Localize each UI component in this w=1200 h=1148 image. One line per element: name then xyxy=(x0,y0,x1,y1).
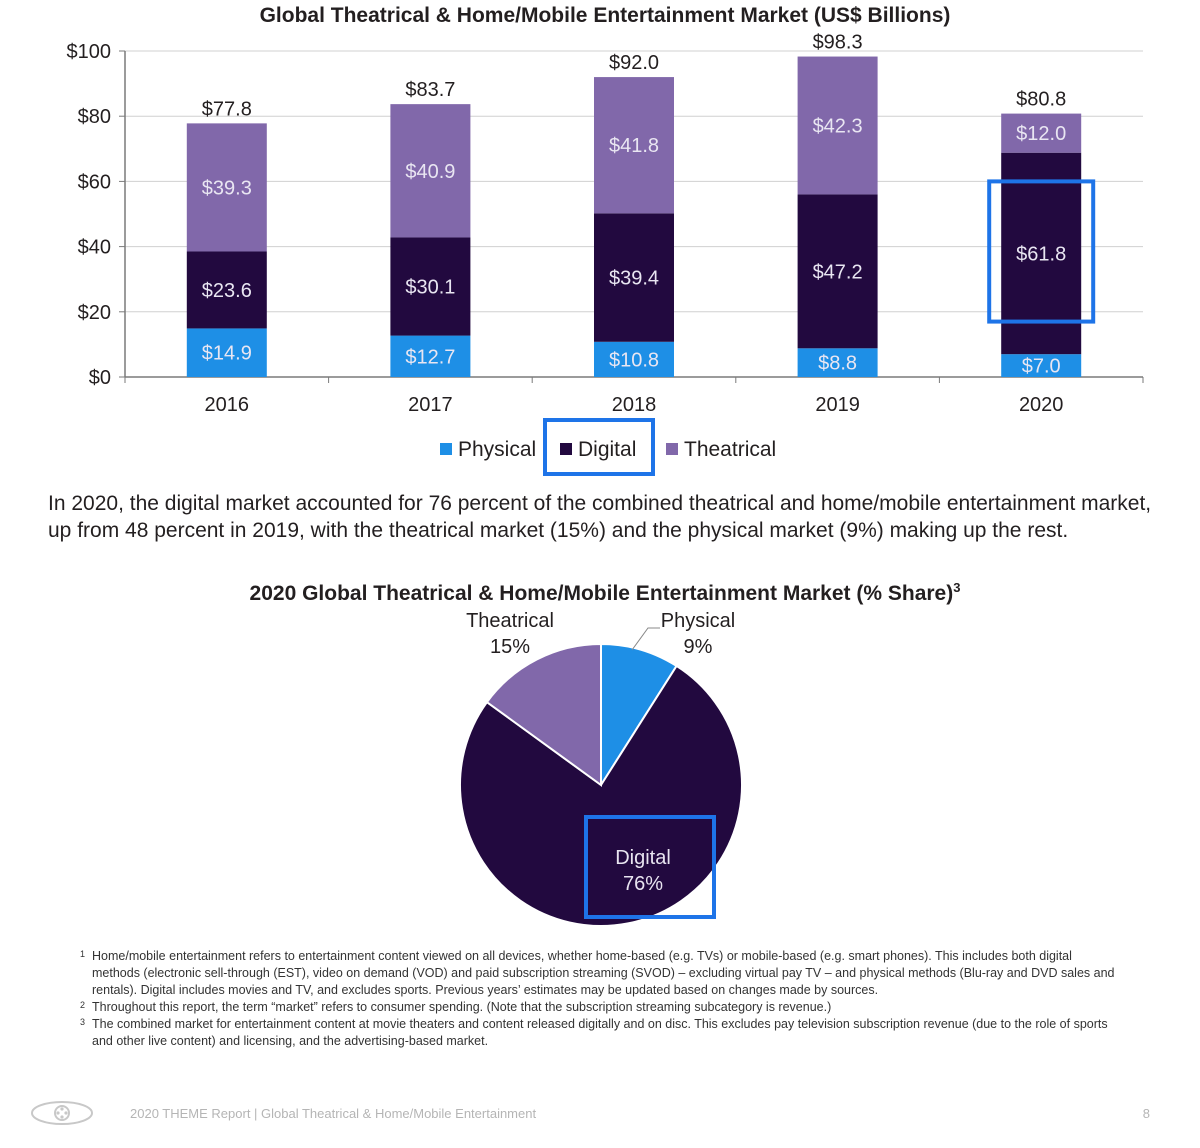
data-label-theatrical-2016: $39.3 xyxy=(202,177,252,199)
footnote-mark: 2 xyxy=(80,1000,86,1010)
x-tick-label: 2020 xyxy=(1019,394,1064,416)
page-number: 8 xyxy=(1142,1106,1150,1121)
bar-segment-physical-2019 xyxy=(797,348,878,377)
footnote-3: 3 The combined market for entertainment c… xyxy=(80,1016,1120,1050)
x-tick-label: 2018 xyxy=(612,394,657,416)
data-label-theatrical-2017: $40.9 xyxy=(405,161,455,183)
bar-segment-theatrical-2020 xyxy=(1001,113,1082,153)
footer-report-title: 2020 THEME Report | Global Theatrical & … xyxy=(130,1106,537,1121)
data-label-physical-2019: $8.8 xyxy=(818,353,857,375)
data-label-digital-2016: $23.6 xyxy=(202,280,252,302)
footnote-2: 2 Throughout this report, the term “marke… xyxy=(80,999,1120,1016)
data-label-theatrical-2019: $42.3 xyxy=(813,115,863,137)
data-label-digital-2019: $47.2 xyxy=(813,261,863,283)
data-label-theatrical-2018: $41.8 xyxy=(609,135,659,157)
footnote-text: Throughout this report, the term “market… xyxy=(92,1000,832,1014)
total-label-2018: $92.0 xyxy=(609,52,659,74)
x-tick-label: 2017 xyxy=(408,394,453,416)
data-label-digital-2018: $39.4 xyxy=(609,268,659,290)
highlight-box-digital-slice xyxy=(584,815,716,919)
bar-segment-theatrical-2016 xyxy=(186,123,267,252)
bar-segment-digital-2016 xyxy=(186,251,267,329)
pie-label-digital-value: 76% xyxy=(622,873,664,895)
page-footer: 2020 THEME Report | Global Theatrical & … xyxy=(30,1100,1170,1130)
pie-label-physical-name: Physical xyxy=(660,610,736,632)
bar-segment-theatrical-2017 xyxy=(390,104,471,238)
data-label-physical-2016: $14.9 xyxy=(202,343,252,365)
data-label-theatrical-2020: $12.0 xyxy=(1016,123,1066,145)
bar-segment-physical-2018 xyxy=(594,341,674,377)
legend-label-digital: Digital xyxy=(578,438,636,461)
legend-highlight-box-digital xyxy=(543,418,655,476)
pie-label-theatrical-name: Theatrical xyxy=(466,610,554,632)
data-label-physical-2018: $10.8 xyxy=(609,349,659,371)
bar-segment-theatrical-2018 xyxy=(594,77,674,214)
data-label-digital-2017: $30.1 xyxy=(405,277,455,299)
data-label-physical-2017: $12.7 xyxy=(405,346,455,368)
bar-segment-digital-2017 xyxy=(390,237,471,336)
legend-swatch-digital xyxy=(560,443,572,455)
pie-title-footnote-mark: 3 xyxy=(953,580,961,595)
footnote-text: The combined market for entertainment co… xyxy=(92,1017,1108,1048)
total-label-2016: $77.8 xyxy=(202,98,252,120)
bar-segment-theatrical-2019 xyxy=(797,56,878,195)
legend-label-theatrical: Theatrical xyxy=(684,438,776,461)
footnote-1: 1 Home/mobile entertainment refers to ent… xyxy=(80,948,1120,999)
bar-segment-physical-2020 xyxy=(1001,354,1082,377)
bar-segment-digital-2018 xyxy=(594,213,674,342)
pie-chart-title-text: 2020 Global Theatrical & Home/Mobile Ent… xyxy=(249,582,954,605)
footnotes: 1 Home/mobile entertainment refers to ent… xyxy=(80,948,1120,1050)
legend-label-physical: Physical xyxy=(458,438,536,461)
total-label-2019: $98.3 xyxy=(813,32,863,54)
pie-chart-title: 2020 Global Theatrical & Home/Mobile Ent… xyxy=(0,580,1200,606)
data-label-physical-2020: $7.0 xyxy=(1022,356,1061,378)
physical-leader-line xyxy=(631,627,660,651)
pie-label-theatrical: Theatrical 15% xyxy=(440,608,580,660)
bar-segment-digital-2019 xyxy=(797,194,878,349)
total-label-2020: $80.8 xyxy=(1016,89,1066,111)
x-tick-label: 2016 xyxy=(205,394,250,416)
y-tick-label: $100 xyxy=(67,41,112,63)
footnote-mark: 3 xyxy=(80,1017,86,1027)
stacked-bar-chart: $0 $20 $40 $60 $80 $100 $14.9 $23.6 $39.3 $77.8 20… xyxy=(67,32,1144,476)
pie-label-physical-value: 9% xyxy=(683,636,713,658)
y-tick-label: $80 xyxy=(78,106,111,128)
bar-chart-title: Global Theatrical & Home/Mobile Entertai… xyxy=(259,4,951,27)
total-label-2017: $83.7 xyxy=(405,79,455,101)
summary-paragraph: In 2020, the digital market accounted fo… xyxy=(48,492,1152,542)
bar-segment-physical-2017 xyxy=(390,335,471,377)
pie-label-physical: Physical 9% xyxy=(628,608,768,660)
footnote-mark: 1 xyxy=(80,949,86,959)
film-reel-logo-icon xyxy=(31,1101,93,1125)
x-tick-label: 2019 xyxy=(815,394,860,416)
data-label-digital-2020: $61.8 xyxy=(1016,243,1066,265)
pie-label-digital-name: Digital xyxy=(615,847,671,869)
y-tick-label: $40 xyxy=(78,237,111,259)
footnote-text: Home/mobile entertainment refers to ente… xyxy=(92,949,1115,997)
y-tick-label: $0 xyxy=(89,367,111,389)
legend: Physical Digital Theatrical xyxy=(440,418,776,476)
pie-slice-digital xyxy=(459,664,743,927)
bar-segment-physical-2016 xyxy=(186,328,267,377)
legend-swatch-theatrical xyxy=(666,443,678,455)
pie-chart xyxy=(459,627,743,927)
pie-label-digital: Digital 76% xyxy=(578,845,708,897)
y-tick-label: $20 xyxy=(78,302,111,324)
pie-slice-theatrical xyxy=(485,642,602,787)
highlight-box-digital-2020 xyxy=(987,179,1096,324)
pie-slice-physical xyxy=(600,642,678,789)
pie-label-theatrical-value: 15% xyxy=(489,636,531,658)
y-tick-label: $60 xyxy=(78,171,111,193)
legend-swatch-physical xyxy=(440,443,452,455)
